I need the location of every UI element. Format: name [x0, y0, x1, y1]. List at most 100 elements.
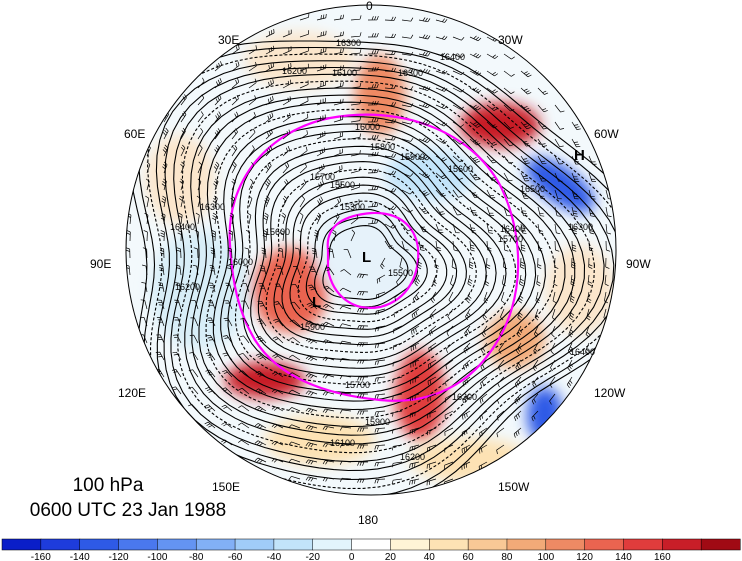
wind-barb [339, 426, 352, 431]
wind-barb [288, 354, 301, 361]
colorbar-label: -40 [267, 552, 282, 561]
wind-barb [537, 155, 547, 165]
wind-barb [299, 179, 307, 191]
wind-barb [486, 53, 499, 59]
wind-barb [384, 50, 397, 55]
wind-barb [461, 427, 471, 437]
wind-barb [452, 240, 458, 252]
wind-barb [333, 81, 344, 89]
wind-barb [224, 300, 233, 310]
wind-barb [469, 172, 480, 181]
wind-barb [534, 308, 540, 321]
wind-barb [427, 427, 437, 436]
wind-barb [503, 223, 510, 234]
wind-barbs [126, 13, 613, 487]
wind-barb [537, 240, 543, 252]
wind-barb [223, 335, 233, 344]
wind-barb [500, 291, 505, 304]
wind-barb [279, 229, 285, 242]
wind-barb [157, 299, 165, 310]
wind-barb [316, 163, 325, 174]
wind-barb [518, 291, 524, 304]
wind-barb [445, 342, 454, 353]
wind-barb [231, 128, 238, 140]
wind-barb [339, 340, 352, 345]
wind-barb [248, 145, 255, 157]
wind-barb [223, 317, 233, 327]
wind-barb [520, 104, 532, 112]
wind-barb [178, 212, 183, 225]
wind-barb [550, 342, 556, 355]
wind-barb [367, 83, 379, 89]
wind-barb [374, 478, 386, 484]
wind-barb [375, 325, 386, 332]
wind-barb [537, 223, 544, 235]
wind-barb [375, 291, 386, 299]
wind-barb [204, 421, 216, 429]
wind-barb [384, 16, 397, 21]
wind-barb [520, 87, 532, 95]
colorbar-swatch [312, 538, 353, 551]
wind-barb [482, 308, 488, 321]
contour-label: 15300 [340, 202, 365, 212]
wind-barb [271, 440, 284, 446]
wind-barb [197, 127, 204, 140]
wind-barb [452, 53, 465, 58]
longitude-label-30w: 30W [498, 33, 523, 47]
wind-barb [140, 316, 148, 327]
wind-barb [588, 206, 595, 217]
wind-barb [514, 393, 522, 405]
wind-barb [605, 257, 610, 269]
wind-barb [486, 121, 498, 129]
wind-barb [497, 359, 505, 371]
wind-barb [196, 195, 201, 208]
wind-barb [357, 359, 369, 364]
colorbar-swatch [390, 538, 430, 551]
wind-barb [333, 115, 344, 123]
contour-line [212, 116, 546, 411]
wind-barb [588, 172, 597, 182]
wind-barb [520, 257, 525, 269]
wind-barb [339, 305, 352, 310]
wind-barb [430, 291, 437, 304]
wind-barb [418, 102, 431, 109]
wind-barb [343, 249, 352, 259]
wind-barb [261, 247, 267, 259]
wind-barb [367, 185, 379, 191]
wind-barb [445, 376, 454, 386]
wind-barb [535, 291, 540, 304]
wind-barb [316, 114, 326, 123]
wind-barb [479, 410, 488, 421]
contour-label: 16200 [175, 282, 200, 292]
wind-barb [401, 155, 414, 160]
wind-barb [247, 212, 252, 225]
wind-barb [305, 373, 318, 379]
wind-barb [435, 223, 444, 233]
wind-barb [316, 180, 325, 191]
colorbar-swatch [79, 538, 120, 551]
wind-barb [350, 15, 362, 21]
wind-barb [469, 35, 482, 42]
wind-barb [554, 155, 564, 165]
wind-barb [305, 407, 318, 414]
wind-barb [374, 393, 386, 399]
wind-barb [230, 195, 236, 208]
wind-barb [401, 34, 414, 39]
wind-barb [554, 206, 562, 217]
wind-barb [262, 229, 268, 242]
wind-barb [299, 80, 309, 89]
wind-barb [309, 266, 318, 276]
wind-barb [496, 427, 505, 438]
wind-barb [486, 138, 498, 146]
wind-barb [503, 87, 515, 95]
wind-barb [282, 145, 290, 157]
wind-barb [384, 84, 397, 90]
contour-label: 15700 [498, 234, 523, 244]
wind-barb [452, 155, 464, 163]
wind-barb [350, 150, 361, 157]
wind-barb [605, 240, 611, 252]
wind-barb [191, 299, 199, 310]
wind-barb [486, 240, 492, 252]
wind-barb [554, 189, 562, 200]
wind-barb [322, 442, 335, 448]
